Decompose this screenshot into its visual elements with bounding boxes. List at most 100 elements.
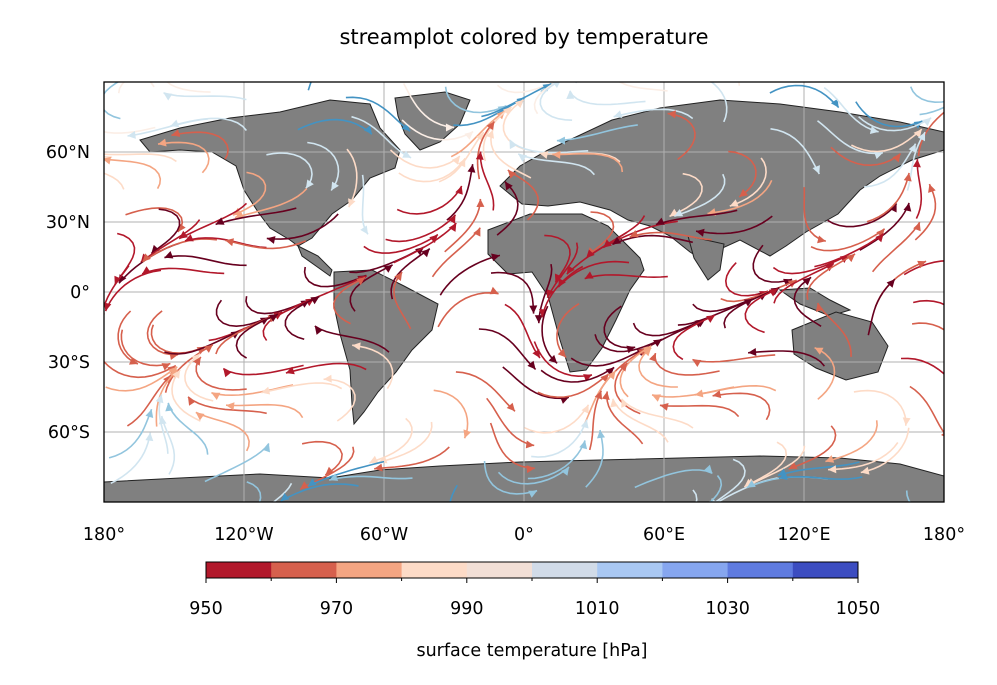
streamline-arrow <box>830 98 839 108</box>
streamline <box>723 286 780 329</box>
streamline-arrow <box>817 235 826 244</box>
streamline-arrow <box>706 315 715 323</box>
streamline-arrow <box>473 227 481 237</box>
streamline <box>541 305 558 364</box>
streamline <box>903 260 944 276</box>
streamline <box>476 120 496 180</box>
streamline <box>490 129 532 179</box>
streamline-arrow <box>694 70 703 78</box>
streamline-arrow <box>223 368 232 378</box>
streamline-arrow <box>612 236 622 245</box>
streamline <box>352 344 394 389</box>
streamline <box>748 350 826 367</box>
streamline-arrow <box>579 440 588 450</box>
streamline <box>104 361 177 379</box>
streamline-arrow <box>193 356 201 366</box>
colorbar: 950 970 990 1010 1030 1050 surface tempe… <box>189 561 881 661</box>
streamline-arrow <box>458 158 466 168</box>
streamline-arrow <box>467 164 476 173</box>
streamline <box>912 322 944 331</box>
streamline-arrow <box>448 214 456 224</box>
streamline-arrow <box>649 353 657 362</box>
streamline <box>915 159 923 219</box>
streamline <box>146 310 179 356</box>
streamline <box>871 221 921 273</box>
streamline-arrow <box>802 277 812 286</box>
streamline-arrow <box>581 404 589 414</box>
streamline-arrow <box>504 181 513 191</box>
streamline <box>803 187 827 243</box>
streamline <box>187 396 267 415</box>
streamline-arrow <box>828 465 837 474</box>
streamline-arrow <box>363 125 372 135</box>
streamline <box>692 354 776 363</box>
streamline-arrow <box>314 326 323 335</box>
streamline <box>905 490 911 502</box>
streamline <box>827 202 898 228</box>
streamline-arrow <box>506 402 515 412</box>
lon-tick-labels: 180° 120°W 60°W 0° 60°E 120°E 180° <box>83 525 965 545</box>
streamline <box>166 82 211 93</box>
streamline <box>816 302 852 357</box>
streamline-arrow <box>655 217 665 225</box>
streamline-arrow <box>667 110 676 119</box>
streamline <box>825 420 878 463</box>
streamline-arrow <box>903 172 912 182</box>
streamline-arrow <box>652 394 661 402</box>
streamline-arrow <box>594 390 603 400</box>
land-masses <box>104 91 944 502</box>
streamline <box>363 233 439 254</box>
streamline <box>778 475 863 481</box>
colorbar-cell <box>532 562 598 578</box>
streamline <box>655 209 738 226</box>
streamline <box>393 222 457 264</box>
streamline <box>810 228 886 252</box>
streamline-arrow <box>982 84 991 92</box>
streamline <box>588 390 603 451</box>
streamline-arrow <box>401 122 411 132</box>
streamline <box>157 141 210 174</box>
colorbar-label: surface temperature [hPa] <box>416 641 647 661</box>
streamline <box>541 265 584 318</box>
streamline <box>398 157 466 183</box>
streamline <box>332 276 366 325</box>
streamline-arrow <box>323 374 332 383</box>
land-maritime-se-asia <box>778 287 852 317</box>
streamline <box>654 353 720 376</box>
streamline <box>917 111 944 157</box>
streamline <box>167 402 209 455</box>
streamline <box>446 164 474 221</box>
streamline <box>160 415 176 475</box>
streamline-arrow <box>788 461 798 469</box>
streamline-arrow <box>561 467 570 476</box>
streamline <box>605 391 644 445</box>
streamline-arrow <box>158 138 167 147</box>
streamline <box>345 96 411 132</box>
colorbar-tick-label: 1050 <box>836 599 881 619</box>
streamline-arrow <box>383 264 393 273</box>
streamline <box>301 440 343 476</box>
streamline-arrow <box>580 419 589 429</box>
streamline <box>830 146 902 167</box>
streamline-arrow <box>225 238 234 247</box>
streamline <box>531 419 588 458</box>
streamline <box>582 370 617 427</box>
streamline-arrow <box>215 217 225 225</box>
streamline <box>714 458 746 502</box>
streamline-arrow <box>552 82 560 88</box>
streamline <box>909 86 944 104</box>
lat-tick-label: 30°S <box>48 353 90 373</box>
streamline <box>402 83 455 129</box>
streamline-arrow <box>352 342 361 351</box>
streamline <box>211 384 294 397</box>
streamline <box>546 242 579 299</box>
colorbar-cell <box>597 562 663 578</box>
colorbar-cells <box>206 562 859 578</box>
streamline-arrow <box>903 202 912 212</box>
streamline-arrow <box>262 443 270 453</box>
streamline <box>772 254 849 275</box>
streamline-arrow <box>546 289 554 298</box>
streamline <box>481 82 552 118</box>
streamline-arrow <box>552 150 561 159</box>
streamline <box>483 460 538 495</box>
